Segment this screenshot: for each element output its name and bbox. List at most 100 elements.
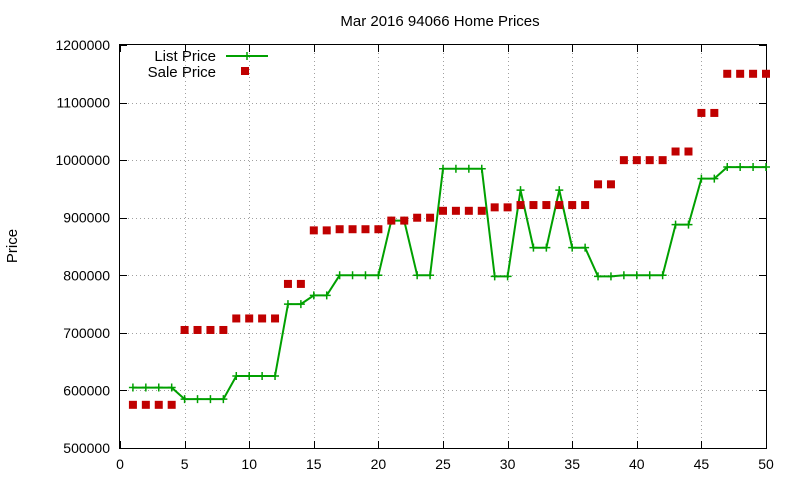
list-price-point bbox=[762, 163, 770, 172]
list-price-point bbox=[581, 243, 590, 252]
sale-price-point bbox=[128, 400, 137, 409]
sale-price-point bbox=[749, 69, 758, 78]
list-price-point bbox=[348, 271, 357, 280]
sale-price-point bbox=[684, 147, 693, 156]
list-price-point bbox=[296, 300, 305, 309]
list-price-point bbox=[710, 174, 719, 183]
list-price-point bbox=[645, 271, 654, 280]
x-tick-label: 45 bbox=[694, 456, 710, 472]
list-price-point bbox=[180, 395, 189, 404]
list-price-point bbox=[490, 272, 499, 281]
legend-label-sale-price: Sale Price bbox=[148, 64, 216, 81]
x-tick-label: 35 bbox=[564, 456, 580, 472]
list-price-point bbox=[749, 163, 758, 172]
legend-swatch-sale-price bbox=[241, 67, 249, 75]
y-tick-label: 500000 bbox=[63, 440, 110, 456]
list-price-point bbox=[723, 163, 732, 172]
list-price-point bbox=[154, 383, 163, 392]
list-price-point bbox=[503, 272, 512, 281]
x-tick-label: 0 bbox=[116, 456, 124, 472]
sale-price-point bbox=[335, 225, 344, 234]
axis-ticks: 0 5 10 15 20 25 30 35 40 45 50 500000 600000 700000 80… bbox=[55, 37, 774, 472]
sale-price-point bbox=[296, 279, 305, 288]
legend: List Price Sale Price bbox=[148, 48, 268, 81]
list-price-point bbox=[684, 220, 693, 229]
list-price-point bbox=[464, 164, 473, 173]
sale-price-point bbox=[516, 201, 525, 210]
legend-marker-list-price bbox=[243, 52, 251, 60]
list-price-line bbox=[132, 166, 766, 401]
sale-price-point bbox=[206, 325, 215, 334]
sale-price-point bbox=[529, 201, 538, 210]
sale-price-point bbox=[464, 206, 473, 215]
sale-price-point bbox=[219, 325, 228, 334]
sale-price-point bbox=[167, 400, 176, 409]
list-price-point bbox=[335, 271, 344, 280]
list-price-point bbox=[167, 383, 176, 392]
list-price-point bbox=[632, 271, 641, 280]
sale-price-point bbox=[490, 203, 499, 212]
list-price-point bbox=[245, 372, 254, 381]
list-price-point bbox=[606, 272, 615, 281]
list-price-point bbox=[594, 272, 603, 281]
sale-price-point bbox=[439, 206, 447, 215]
sale-price-point bbox=[387, 216, 396, 225]
x-tick-label: 5 bbox=[181, 456, 189, 472]
sale-price-point bbox=[348, 225, 357, 234]
list-price-point bbox=[451, 164, 460, 173]
sale-price-point bbox=[581, 201, 590, 210]
sale-price-point bbox=[322, 226, 331, 235]
sale-price-point bbox=[271, 314, 280, 323]
sale-price-point bbox=[258, 314, 267, 323]
sale-price-point bbox=[762, 69, 770, 78]
sale-price-point bbox=[619, 156, 628, 165]
sale-price-point bbox=[503, 203, 512, 212]
legend-swatch-list-price bbox=[226, 52, 268, 60]
list-price-point bbox=[361, 271, 370, 280]
sale-price-point bbox=[309, 226, 318, 235]
sale-price-point bbox=[736, 69, 745, 78]
sale-price-point bbox=[697, 108, 706, 117]
x-tick-label: 10 bbox=[241, 456, 257, 472]
sale-price-point bbox=[632, 156, 641, 165]
list-price-point bbox=[322, 291, 331, 300]
list-price-point bbox=[206, 395, 215, 404]
sale-price-point bbox=[193, 325, 202, 334]
sale-price-point bbox=[723, 69, 732, 78]
sale-price-point bbox=[374, 225, 383, 234]
legend-label-list-price: List Price bbox=[154, 48, 216, 65]
list-price-point bbox=[141, 383, 150, 392]
sale-price-point bbox=[426, 213, 435, 222]
list-price-point bbox=[516, 186, 525, 195]
sale-price-point bbox=[477, 206, 486, 215]
sale-price-point bbox=[141, 400, 150, 409]
sale-price-point bbox=[154, 400, 163, 409]
sale-price-point bbox=[400, 216, 409, 225]
list-price-point bbox=[619, 271, 628, 280]
series-layer bbox=[128, 69, 770, 409]
list-price-point bbox=[529, 243, 538, 252]
sale-price-point bbox=[361, 225, 370, 234]
sale-price-point bbox=[710, 108, 719, 117]
list-price-point bbox=[271, 372, 280, 381]
x-tick-label: 30 bbox=[500, 456, 516, 472]
sale-price-point bbox=[232, 314, 241, 323]
sale-price-point bbox=[671, 147, 680, 156]
sale-price-point bbox=[555, 201, 564, 210]
list-price-point bbox=[426, 271, 435, 280]
sale-price-point bbox=[542, 201, 551, 210]
x-tick-label: 25 bbox=[435, 456, 451, 472]
sale-price-point bbox=[180, 325, 189, 334]
sale-price-point bbox=[451, 206, 460, 215]
sale-price-point bbox=[413, 213, 422, 222]
legend-marker-sale-price bbox=[241, 67, 249, 75]
sale-price-point bbox=[606, 180, 615, 189]
list-price-point bbox=[671, 220, 680, 229]
sale-price-point bbox=[568, 201, 577, 210]
sale-price-point bbox=[645, 156, 654, 165]
list-price-point bbox=[542, 243, 551, 252]
y-tick-label: 1000000 bbox=[55, 152, 110, 168]
y-tick-label: 1100000 bbox=[57, 95, 111, 111]
x-tick-label: 15 bbox=[306, 456, 322, 472]
x-tick-label: 20 bbox=[371, 456, 387, 472]
